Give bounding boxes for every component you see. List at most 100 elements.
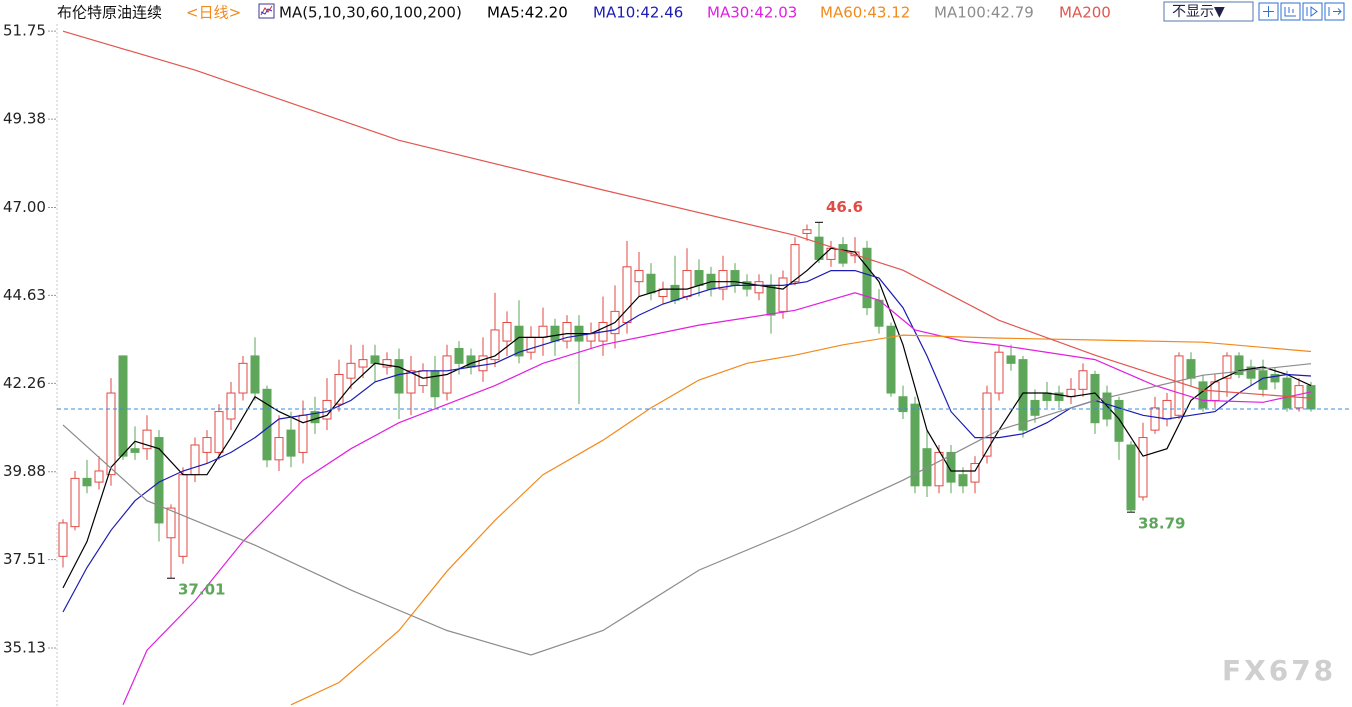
candle-body xyxy=(190,444,200,476)
candle-body xyxy=(1114,399,1124,442)
candle-body xyxy=(262,388,272,461)
candle-body xyxy=(1198,381,1208,409)
candle-body xyxy=(790,244,800,283)
display-dropdown-label[interactable]: 不显示▼ xyxy=(1172,4,1225,20)
candle-body xyxy=(382,359,392,368)
candle-body xyxy=(874,299,884,327)
toolbar-buttons xyxy=(1258,2,1345,21)
candle-body xyxy=(1150,407,1160,431)
candle-body xyxy=(838,244,848,264)
ma-line xyxy=(62,30,1312,399)
y-tick-label: 37.51 xyxy=(3,550,46,568)
legend-entry: MA100:42.79 xyxy=(934,4,1034,22)
candle-body xyxy=(766,284,776,316)
plot-area: 46.6 37.01 38.79 xyxy=(48,30,1352,706)
candle-body xyxy=(826,247,836,260)
candle-body xyxy=(550,325,560,342)
candle-body xyxy=(958,474,968,487)
candle-body xyxy=(718,270,728,290)
candle-body xyxy=(1174,355,1184,416)
candle-body xyxy=(334,373,344,405)
legend-entry: MA5:42.20 xyxy=(487,4,568,22)
ma-line xyxy=(62,363,1312,656)
candle-body xyxy=(454,347,464,364)
candle-body xyxy=(1042,392,1052,401)
candle-body xyxy=(1186,359,1196,379)
candle-body xyxy=(346,362,356,379)
candle-body xyxy=(1006,355,1016,364)
candle-body xyxy=(226,392,236,420)
candle-body xyxy=(1090,373,1100,424)
ma-line xyxy=(62,270,1312,613)
candle-body xyxy=(694,270,704,286)
candle-body xyxy=(802,229,812,234)
candle-body xyxy=(754,281,764,294)
candle-body xyxy=(250,355,260,394)
candle-body xyxy=(286,429,296,457)
candle-body xyxy=(1138,437,1148,498)
candle-body xyxy=(538,325,548,338)
extreme-label: 38.79 xyxy=(1138,515,1185,533)
y-tick-label: 39.88 xyxy=(3,462,46,480)
candle-body xyxy=(1054,392,1064,401)
candle-body xyxy=(970,463,980,483)
candle-body xyxy=(934,451,944,487)
candle-body xyxy=(1078,370,1088,390)
display-dropdown[interactable] xyxy=(1163,1,1254,22)
indicator-icon[interactable] xyxy=(258,3,275,19)
candle-body xyxy=(502,322,512,342)
extreme-label: 37.01 xyxy=(178,581,225,599)
candle-body xyxy=(1234,355,1244,375)
legend-entry: MA10:42.46 xyxy=(593,4,683,22)
legend-entry: MA30:42.03 xyxy=(707,4,797,22)
y-tick-label: 35.13 xyxy=(3,638,46,656)
candle-body xyxy=(670,284,680,301)
candle-body xyxy=(130,448,140,453)
ma-line xyxy=(290,334,1312,706)
candle-body xyxy=(94,470,104,483)
candle-body xyxy=(394,359,404,394)
candle-body xyxy=(1270,373,1280,383)
candle-body xyxy=(106,392,116,476)
toolbar: 不显示▼ xyxy=(1163,1,1345,22)
extreme-label: 46.6 xyxy=(826,198,863,216)
candle-body xyxy=(1126,444,1136,511)
ma-line xyxy=(62,247,1312,589)
candle-body xyxy=(622,266,632,324)
zoom-icon xyxy=(1284,7,1296,17)
candle-body xyxy=(430,370,440,398)
candle-body xyxy=(478,355,488,372)
candle-body xyxy=(1162,399,1172,420)
ma-line xyxy=(122,292,1312,706)
candle-body xyxy=(778,277,788,312)
move-icon xyxy=(1263,6,1274,17)
y-tick-label: 42.26 xyxy=(3,374,46,392)
candle-body xyxy=(214,411,224,453)
period-label[interactable]: <日线> xyxy=(186,4,241,22)
candle-body xyxy=(910,403,920,487)
candle-body xyxy=(1018,359,1028,431)
candle-body xyxy=(82,477,92,487)
y-tick-label: 47.00 xyxy=(3,198,46,216)
end-icon xyxy=(1328,7,1342,16)
legend-entry: MA60:43.12 xyxy=(820,4,910,22)
candle-body xyxy=(982,392,992,457)
candle-body xyxy=(994,351,1004,394)
candle-body xyxy=(730,270,740,286)
candle-body xyxy=(238,362,248,394)
candle-body xyxy=(1306,385,1316,410)
candle-body xyxy=(1282,377,1292,409)
candle-body xyxy=(1246,366,1256,379)
y-tick-label: 49.38 xyxy=(3,110,46,128)
legend-entry: MA200 xyxy=(1059,4,1111,22)
candle-body xyxy=(406,370,416,394)
candle-body xyxy=(490,329,500,361)
candle-body xyxy=(370,355,380,364)
candle-body xyxy=(142,429,152,450)
candle-body xyxy=(202,437,212,453)
candle-body xyxy=(118,355,128,457)
watermark: FX678 xyxy=(1222,654,1336,687)
candle-body xyxy=(634,270,644,283)
